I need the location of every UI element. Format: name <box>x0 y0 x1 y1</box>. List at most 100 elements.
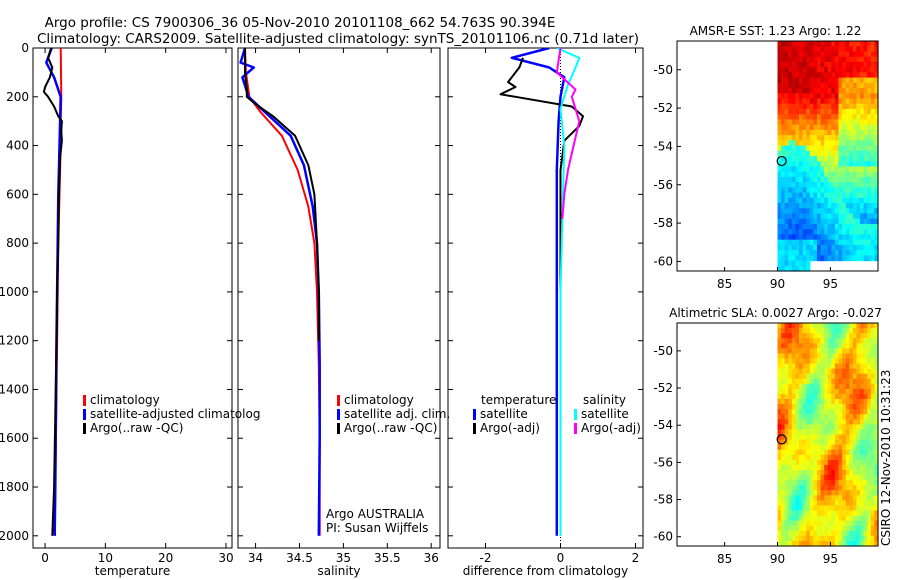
difference-legend-temp-satellite: satellite <box>480 407 528 421</box>
temperature-xtick-label: 10 <box>98 551 113 565</box>
panel-sst_map: AMSR-E SST: 1.23 Argo: 1.22 85 90 95 -50 -52 -… <box>653 24 879 291</box>
temperature-series-group <box>42 48 63 536</box>
difference-series-satellite-temperature- <box>510 48 566 536</box>
salinity-series-group <box>239 48 321 536</box>
sla_map-argo-marker <box>776 434 787 445</box>
depth-tick-label: 1400 <box>0 382 29 396</box>
sla_map-ytick-label: -56 <box>653 455 673 469</box>
salinity-legend-climatology-swatch <box>337 395 340 406</box>
difference-legend-sal-satellite-swatch <box>574 409 577 420</box>
salinity-series-satellite-adj-clim- <box>239 48 321 536</box>
salinity-xtick-label: 36 <box>424 551 439 565</box>
difference-legend-temp-satellite-swatch <box>473 409 476 420</box>
sst_map-ytick-label: -50 <box>653 63 673 77</box>
difference-xtick-label: 2 <box>632 551 640 565</box>
depth-tick-label: 0 <box>21 41 29 55</box>
temperature-legend-satellite-swatch <box>83 409 86 420</box>
sst_map-field <box>777 41 879 272</box>
salinity-series-argo-raw-qc- <box>244 48 320 341</box>
difference-legend-temp-argo-swatch <box>473 423 476 434</box>
depth-tick-label: 1000 <box>0 285 29 299</box>
agency-label: Argo AUSTRALIA <box>326 507 425 521</box>
depth-tick-label: 1600 <box>0 431 29 445</box>
temperature-axes-box <box>32 47 233 549</box>
sla_map-xtick-label: 85 <box>717 552 732 566</box>
depth-tick-label: 1800 <box>0 480 29 494</box>
sst_map-title: AMSR-E SST: 1.23 Argo: 1.22 <box>690 24 862 38</box>
difference-series-satellite-salinity- <box>556 48 581 536</box>
temperature-legend-climatology: climatology <box>90 393 160 407</box>
sst_map-ytick-label: -54 <box>653 139 673 153</box>
sst_map-argo-marker <box>776 155 787 167</box>
panels: 0 10 20 30020040060080010001200140016001800… <box>0 24 882 578</box>
temperature-legend-argo: Argo(..raw -QC) <box>90 421 183 435</box>
salinity-xtick-label: 34.5 <box>286 551 313 565</box>
salinity-legend-satellite-swatch <box>337 409 340 420</box>
sla_map-ytick-label: -60 <box>653 530 673 544</box>
panel-salinity: 34 34.5 35 35.5 36 salinity climatologysatelli… <box>237 47 450 578</box>
salinity-xlabel: salinity <box>317 564 360 578</box>
difference-legend-sal-argo-swatch <box>574 423 577 434</box>
figure-title-line1: Argo profile: CS 7900306_36 05-Nov-2010 … <box>45 15 556 31</box>
salinity-legend-satellite: satellite adj. clim. <box>344 407 450 421</box>
difference-series-argo-adj-temperature- <box>499 57 584 536</box>
depth-tick-label: 200 <box>6 90 29 104</box>
difference-series-argo-adj-salinity- <box>555 48 581 219</box>
difference-legend-title-temperature: temperature <box>481 393 556 407</box>
temperature-series-argo-raw-qc- <box>42 48 63 536</box>
depth-tick-label: 1200 <box>0 334 29 348</box>
temperature-xlabel: temperature <box>95 564 170 578</box>
salinity-xtick-label: 35 <box>336 551 351 565</box>
figure-title-line2: Climatology: CARS2009. Satellite-adjuste… <box>37 31 639 47</box>
temperature-legend-climatology-swatch <box>83 395 86 406</box>
sla_map-ytick-label: -58 <box>653 493 673 507</box>
difference-series-group <box>499 48 584 536</box>
salinity-axes-box <box>237 47 441 549</box>
depth-tick-label: 400 <box>6 139 29 153</box>
panel-sla_map: Altimetric SLA: 0.0027 Argo: -0.027 85 90 9… <box>653 306 881 566</box>
difference-legend-title-salinity: salinity <box>583 393 626 407</box>
salinity-legend-climatology: climatology <box>344 393 414 407</box>
sla_map-ytick-label: -52 <box>653 381 673 395</box>
sla_map-xtick-label: 95 <box>823 552 838 566</box>
sla_map-ytick-label: -54 <box>653 418 673 432</box>
difference-xtick-label: -2 <box>480 551 492 565</box>
sst_map-ytick-label: -58 <box>653 216 673 230</box>
salinity-series-climatology <box>244 48 321 536</box>
temperature-xtick-label: 0 <box>41 551 49 565</box>
panel-temperature: 0 10 20 30 0 200 400 600 800 1000 1200 1400 1600 1800… <box>0 41 260 578</box>
difference-legend-sal-argo: Argo(-adj) <box>581 421 641 435</box>
pi-label: PI: Susan Wijffels <box>326 521 428 535</box>
difference-axes-box <box>447 47 644 549</box>
difference-legend-temp-argo: Argo(-adj) <box>480 421 540 435</box>
sst_map-xtick-label: 85 <box>717 277 732 291</box>
depth-tick-label: 2000 <box>0 529 29 543</box>
depth-tick-label: 800 <box>6 236 29 250</box>
temperature-xtick-label: 20 <box>158 551 173 565</box>
sst_map-xtick-label: 90 <box>770 277 785 291</box>
depth-tick-label: 600 <box>6 187 29 201</box>
sla_map-ytick-label: -50 <box>653 344 673 358</box>
difference-xlabel: difference from climatology <box>463 564 629 578</box>
difference-legend: temperature salinitysatelliteArgo(-adj)sa… <box>473 393 641 435</box>
difference-xtick-label: 0 <box>557 551 565 565</box>
salinity-xtick-label: 34 <box>248 551 263 565</box>
sst_map-ytick-label: -52 <box>653 101 673 115</box>
sst_map-ytick-label: -60 <box>653 254 673 268</box>
temperature-legend-satellite: satellite-adjusted climatolog <box>90 407 260 421</box>
salinity-xtick-label: 35.5 <box>374 551 401 565</box>
side-stamp: CSIRO 12-Nov-2010 10:31:23 <box>879 370 893 546</box>
sst_map-xtick-label: 95 <box>823 277 838 291</box>
salinity-legend-argo-swatch <box>337 423 340 434</box>
sst_map-ytick-label: -56 <box>653 178 673 192</box>
difference-legend-sal-satellite: satellite <box>581 407 629 421</box>
sla_map-field <box>777 323 879 547</box>
temperature-xtick-label: 30 <box>218 551 233 565</box>
sla_map-xtick-label: 90 <box>770 552 785 566</box>
temperature-legend-argo-swatch <box>83 423 86 434</box>
sla_map-title: Altimetric SLA: 0.0027 Argo: -0.027 <box>669 306 882 320</box>
